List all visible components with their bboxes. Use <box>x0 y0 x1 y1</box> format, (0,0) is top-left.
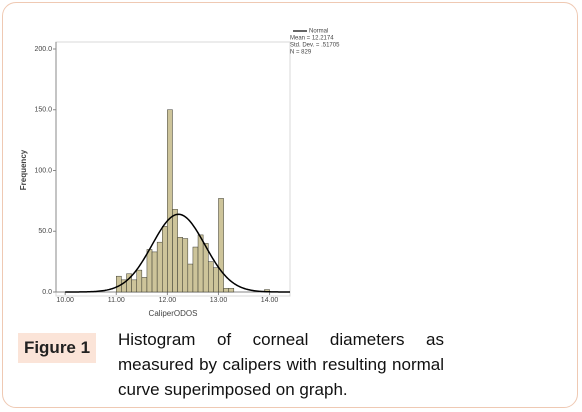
figure-card <box>2 2 578 408</box>
bar <box>197 234 204 293</box>
y-tick-label: 150.0 <box>34 107 52 114</box>
figure-caption: Histogram of corneal diameters as measur… <box>118 330 444 399</box>
x-tick-label: 12.00 <box>159 297 177 304</box>
bar <box>162 226 168 293</box>
x-tick-label: 10.00 <box>56 297 74 304</box>
y-tick-label: 50.0 <box>38 228 52 235</box>
bar <box>146 249 153 293</box>
bar <box>151 251 158 293</box>
x-tick-label: 14.00 <box>261 297 279 304</box>
x-tick-label: 11.00 <box>108 297 125 304</box>
bar <box>131 279 137 293</box>
bar <box>208 261 214 293</box>
bar <box>223 288 229 293</box>
bar <box>177 237 183 293</box>
legend-label: Normal <box>309 29 328 35</box>
bar <box>187 263 194 293</box>
y-axis-label: Frequency <box>19 149 28 190</box>
bar <box>218 198 224 293</box>
legend-mean: Mean = 12.2174 <box>290 36 334 42</box>
bar <box>136 269 143 293</box>
y-tick-label: 200.0 <box>34 46 52 53</box>
bar <box>172 209 178 293</box>
normal-curve <box>65 213 290 293</box>
x-axis-label: CaliperODOS <box>149 309 198 318</box>
legend-n: N = 829 <box>290 50 312 56</box>
bar <box>182 238 189 293</box>
figure-tag: Figure 1 <box>18 333 96 363</box>
bar <box>156 241 163 293</box>
y-tick-label: 0.0 <box>42 289 52 296</box>
bar <box>141 277 148 293</box>
bar <box>213 267 219 293</box>
bar <box>192 246 199 293</box>
bar <box>228 288 235 293</box>
bar <box>167 109 173 293</box>
legend-std: Std. Dev. = .51705 <box>290 43 340 49</box>
y-tick-label: 100.0 <box>34 167 52 174</box>
x-tick-label: 13.00 <box>210 297 228 304</box>
